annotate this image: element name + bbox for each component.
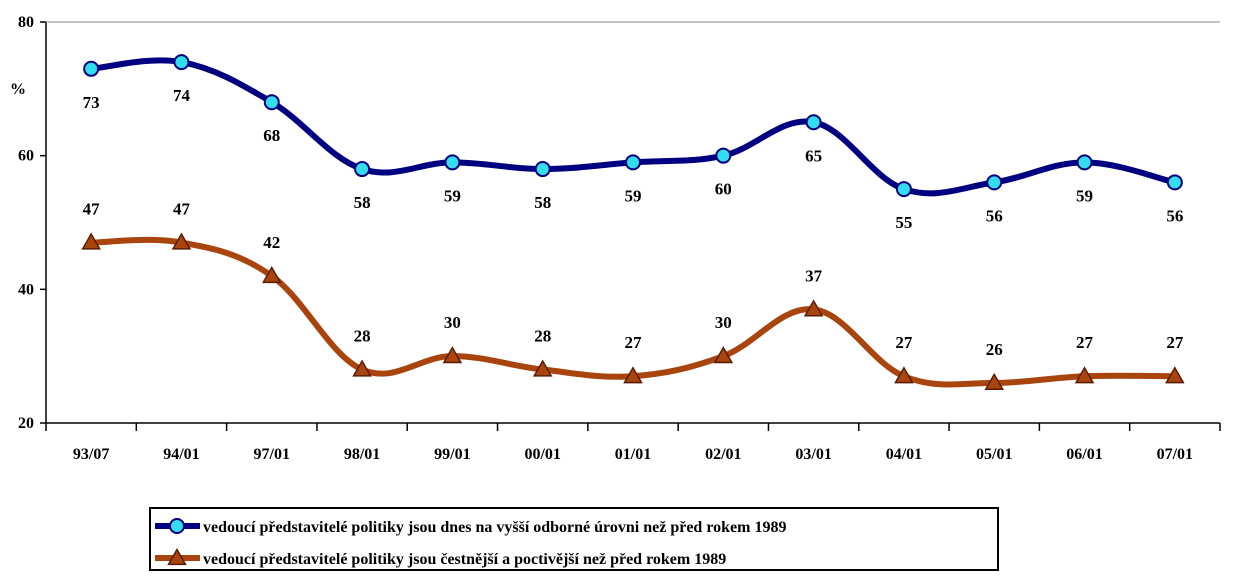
x-tick-label: 94/01: [163, 446, 199, 463]
data-label-series-2: 47: [83, 200, 101, 219]
data-label-series-1: 56: [1166, 206, 1183, 225]
legend-entry-1: vedoucí představitelé politiky jsou dnes…: [203, 519, 786, 536]
series-2-point: [352, 359, 372, 377]
data-label-series-1: 59: [444, 186, 461, 205]
data-label-series-2: 47: [173, 200, 191, 219]
y-tick-label: 40: [18, 281, 34, 298]
data-label-series-2: 37: [805, 266, 823, 285]
y-tick-label: 20: [18, 415, 34, 432]
x-tick-label: 99/01: [434, 446, 470, 463]
legend-entry-2: vedoucí představitelé politiky jsou čest…: [203, 551, 726, 568]
data-label-series-1: 56: [986, 206, 1003, 225]
data-label-series-1: 58: [534, 193, 551, 212]
data-label-series-1: 55: [895, 213, 912, 232]
y-tick-label: 80: [18, 14, 34, 31]
data-label-series-2: 28: [354, 327, 371, 346]
x-tick-label: 97/01: [254, 446, 290, 463]
data-label-series-2: 26: [986, 340, 1003, 359]
chart-axes: 20 40 60 80% 93/07 94/01 97/01 98/01 99/01 00/01 0…: [10, 14, 1221, 463]
x-tick-label: 05/01: [976, 446, 1012, 463]
series-1-point: [173, 54, 190, 71]
series-2-point: [1165, 366, 1185, 384]
series-2-point: [623, 366, 643, 384]
series-1-point: [263, 94, 280, 111]
series-2-point: [984, 372, 1005, 391]
data-label-series-2: 42: [263, 233, 280, 252]
x-tick-label: 04/01: [886, 446, 922, 463]
series-line-2: [88, 236, 1178, 388]
series-2-point: [1074, 366, 1095, 384]
data-label-series-1: 59: [1076, 186, 1093, 205]
x-tick-label: 00/01: [524, 446, 560, 463]
data-label-series-1: 65: [805, 146, 822, 165]
data-label-series-1: 73: [83, 93, 100, 112]
data-label-series-2: 30: [444, 313, 461, 332]
x-tick-label: 93/07: [73, 446, 109, 463]
y-tick-label: 60: [18, 148, 34, 165]
legend-swatch-marker-1: [169, 518, 185, 534]
data-label-series-1: 58: [354, 193, 371, 212]
data-label-series-2: 27: [895, 333, 913, 352]
series-2-point: [803, 299, 824, 317]
series-2-point: [261, 265, 282, 284]
x-tick-label: 03/01: [795, 446, 831, 463]
y-axis-label: %: [10, 81, 26, 98]
data-label-series-2: 27: [625, 333, 643, 352]
x-tick-label: 02/01: [705, 446, 741, 463]
legend-swatch-marker-2: [167, 547, 187, 566]
data-label-series-2: 27: [1076, 333, 1094, 352]
series-line-1: [88, 57, 1178, 197]
series-1-point: [805, 114, 822, 131]
series-1-point: [986, 174, 1003, 191]
series-2-point: [442, 346, 463, 364]
series-1-point: [1166, 174, 1183, 191]
series-2-point: [713, 346, 734, 364]
series-1-point: [444, 154, 461, 171]
data-labels-layer: 73 74 68 58 59 58 59 60 65 55 56 59 56 47 47 42 28 30 28 27…: [83, 86, 1184, 359]
series-1-point: [534, 161, 551, 178]
data-label-series-1: 59: [625, 186, 642, 205]
series-2-point: [171, 232, 192, 250]
x-tick-label: 06/01: [1066, 446, 1102, 463]
legend-box: [149, 507, 999, 571]
series-1-point: [895, 181, 912, 198]
x-tick-label: 01/01: [615, 446, 651, 463]
series-layer: [81, 54, 1185, 391]
series-1-point: [83, 60, 100, 77]
series-1-point: [354, 161, 371, 178]
legend: vedoucí představitelé politiky jsou dnes…: [149, 507, 999, 571]
x-tick-label: 07/01: [1157, 446, 1193, 463]
data-label-series-2: 28: [534, 327, 551, 346]
series-2-point: [532, 359, 553, 377]
series-2-point: [81, 232, 101, 250]
series-2-point: [894, 366, 914, 384]
data-label-series-2: 30: [715, 313, 732, 332]
series-1-point: [625, 154, 641, 171]
series-1-point: [1076, 154, 1093, 171]
data-label-series-1: 74: [173, 86, 191, 105]
series-1-point: [715, 147, 732, 164]
data-label-series-1: 68: [263, 126, 280, 145]
x-tick-label: 98/01: [344, 446, 380, 463]
data-label-series-2: 27: [1166, 333, 1184, 352]
data-label-series-1: 60: [715, 180, 732, 199]
